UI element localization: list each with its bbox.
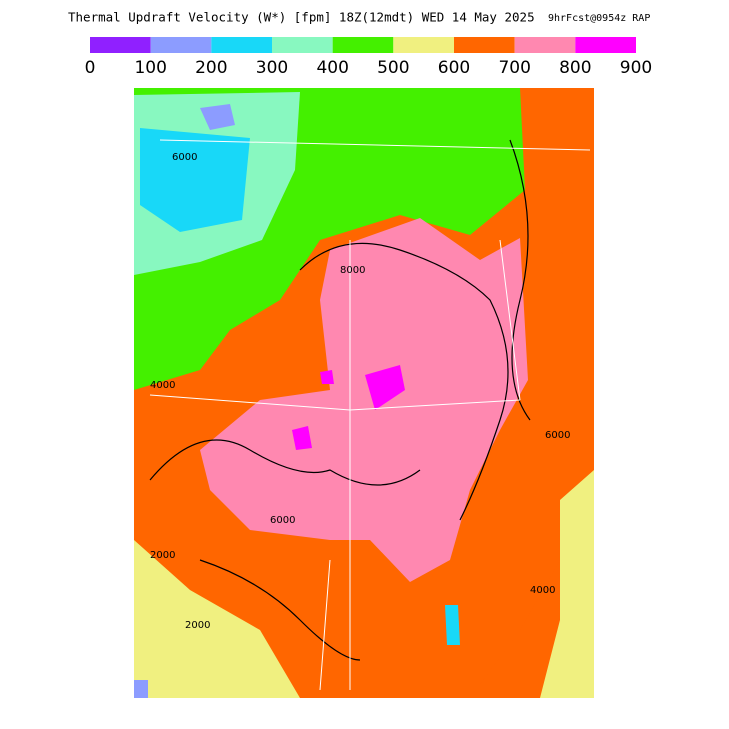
contour-label: 6000 [172,152,197,163]
map-title: Thermal Updraft Velocity (W*) [fpm] 18Z(… [68,10,535,25]
field-region [200,104,235,130]
legend-tick-label: 900 [620,58,652,78]
field-region [470,88,594,698]
legend-tick-label: 500 [377,58,409,78]
legend-swatch [332,37,394,53]
contour-line [199,559,361,661]
contour-line [299,242,509,521]
field-region [445,605,460,645]
field-region [134,680,148,698]
field-region [292,426,312,450]
field-region [200,218,528,582]
contour-label: 2000 [185,620,210,631]
contour-label: 4000 [150,380,175,391]
legend-swatch [454,37,515,53]
contour-label: 6000 [545,430,570,441]
legend-tick-label: 0 [85,58,96,78]
legend-swatch [211,37,272,53]
legend-tick-label: 800 [559,58,591,78]
field-region [365,365,405,410]
contour-label: 8000 [340,265,365,276]
contour-label: 6000 [270,515,295,526]
contour-label: 2000 [150,550,175,561]
map-subtitle: 9hrFcst@0954z RAP [548,13,650,24]
contour-label: 4000 [530,585,555,596]
field-region [540,470,594,698]
legend-swatch [514,37,576,53]
contour-line [509,139,531,421]
color-legend: 0 100 200 300 400 500 600 700 800 900 [85,37,652,78]
field-region [320,370,334,384]
map-field [134,88,594,698]
state-border [149,139,591,691]
legend-tick-label: 600 [438,58,470,78]
field-region [134,540,300,698]
contour-labels: 6000 8000 4000 6000 2000 4000 6000 2000 [150,152,570,631]
legend-swatch [393,37,454,53]
legend-tick-label: 200 [195,58,227,78]
legend-tick-label: 700 [498,58,530,78]
legend-swatch [272,37,333,53]
legend-swatch [575,37,636,53]
legend-tick-label: 400 [316,58,348,78]
legend-swatch [90,37,151,53]
legend-tick-label: 100 [134,58,166,78]
contour-line [149,439,421,486]
legend-swatch [150,37,212,53]
legend-tick-label: 300 [256,58,288,78]
field-region [140,128,250,232]
